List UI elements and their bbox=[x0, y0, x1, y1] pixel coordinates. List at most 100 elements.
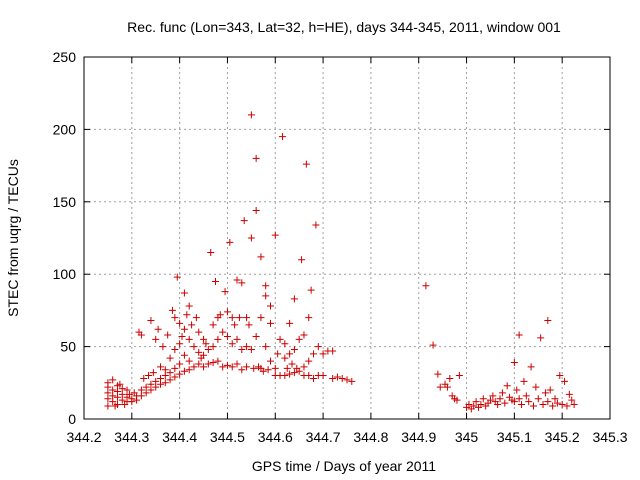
data-point bbox=[247, 234, 255, 242]
data-point bbox=[343, 376, 351, 384]
data-point bbox=[171, 314, 179, 322]
y-tick-label: 250 bbox=[53, 49, 77, 65]
data-point bbox=[544, 317, 552, 325]
data-point bbox=[278, 133, 286, 141]
data-point bbox=[520, 377, 528, 385]
data-point bbox=[453, 396, 461, 404]
data-point bbox=[164, 331, 172, 339]
data-point bbox=[185, 335, 193, 343]
data-point bbox=[145, 372, 153, 380]
data-point bbox=[549, 402, 557, 410]
data-point bbox=[276, 335, 284, 343]
data-point bbox=[228, 363, 236, 371]
data-point bbox=[295, 335, 303, 343]
data-point bbox=[522, 392, 530, 400]
data-point bbox=[228, 314, 236, 322]
data-point bbox=[240, 217, 248, 225]
data-point bbox=[281, 354, 289, 362]
data-point bbox=[152, 383, 160, 391]
data-point bbox=[247, 111, 255, 119]
data-point bbox=[125, 390, 133, 398]
data-point bbox=[252, 154, 260, 162]
data-point bbox=[195, 348, 203, 356]
data-point bbox=[295, 367, 303, 375]
data-point bbox=[157, 380, 165, 388]
data-point bbox=[534, 395, 542, 403]
data-point bbox=[137, 392, 145, 400]
data-point bbox=[546, 386, 554, 394]
data-point bbox=[288, 360, 296, 368]
data-point bbox=[262, 292, 270, 300]
data-point bbox=[510, 398, 518, 406]
data-point bbox=[479, 395, 487, 403]
data-point bbox=[243, 363, 251, 371]
data-point bbox=[223, 332, 231, 340]
data-point bbox=[429, 341, 437, 349]
data-point bbox=[570, 401, 578, 409]
data-point bbox=[183, 311, 191, 319]
data-point bbox=[233, 276, 241, 284]
data-point bbox=[537, 334, 545, 342]
data-point bbox=[310, 350, 318, 358]
data-point bbox=[329, 347, 337, 355]
data-point bbox=[223, 361, 231, 369]
data-point bbox=[556, 372, 564, 380]
data-point bbox=[171, 373, 179, 381]
data-point bbox=[192, 314, 200, 322]
data-point bbox=[188, 321, 196, 329]
x-tick-label: 345.3 bbox=[592, 429, 627, 445]
data-point bbox=[209, 343, 217, 351]
chart-title: Rec. func (Lon=343, Lat=32, h=HE), days … bbox=[127, 19, 561, 35]
data-point bbox=[283, 364, 291, 372]
x-tick-label: 344.3 bbox=[114, 429, 149, 445]
data-point bbox=[133, 396, 141, 404]
data-point bbox=[166, 354, 174, 362]
data-point bbox=[266, 319, 274, 327]
data-point bbox=[113, 401, 121, 409]
data-point bbox=[200, 351, 208, 359]
data-point bbox=[286, 370, 294, 378]
data-point bbox=[563, 402, 571, 410]
y-tick-label: 0 bbox=[68, 411, 76, 427]
data-point bbox=[319, 350, 327, 358]
data-point bbox=[226, 238, 234, 246]
data-point bbox=[204, 345, 212, 353]
data-point bbox=[149, 369, 157, 377]
data-point bbox=[290, 345, 298, 353]
data-point bbox=[302, 160, 310, 168]
y-tick-label: 200 bbox=[53, 121, 77, 137]
data-point bbox=[147, 317, 155, 325]
x-tick-label: 344.6 bbox=[258, 429, 293, 445]
data-point bbox=[300, 363, 308, 371]
data-point bbox=[541, 389, 549, 397]
x-tick-label: 345 bbox=[455, 429, 479, 445]
data-point bbox=[166, 376, 174, 384]
x-tick-label: 344.7 bbox=[306, 429, 341, 445]
data-point bbox=[496, 395, 504, 403]
x-tick-label: 345.2 bbox=[545, 429, 580, 445]
data-point bbox=[235, 314, 243, 322]
data-point bbox=[565, 390, 573, 398]
data-point bbox=[568, 396, 576, 404]
data-point bbox=[171, 345, 179, 353]
data-point bbox=[298, 256, 306, 264]
data-point bbox=[214, 335, 222, 343]
data-point bbox=[529, 402, 537, 410]
grid-lines bbox=[84, 57, 610, 419]
data-point bbox=[180, 351, 188, 359]
data-point bbox=[525, 398, 533, 406]
data-point bbox=[290, 369, 298, 377]
data-point bbox=[312, 221, 320, 229]
data-point bbox=[434, 370, 442, 378]
data-point bbox=[518, 401, 526, 409]
data-point bbox=[200, 363, 208, 371]
data-point bbox=[527, 363, 535, 371]
data-point bbox=[219, 328, 227, 336]
x-tick-label: 344.4 bbox=[162, 429, 197, 445]
data-point bbox=[553, 399, 561, 407]
y-tick-labels: 0 50 100 150 200 250 bbox=[53, 49, 77, 427]
data-point bbox=[128, 398, 136, 406]
x-tick-label: 344.5 bbox=[210, 429, 245, 445]
data-point bbox=[123, 386, 131, 394]
data-point bbox=[214, 357, 222, 365]
